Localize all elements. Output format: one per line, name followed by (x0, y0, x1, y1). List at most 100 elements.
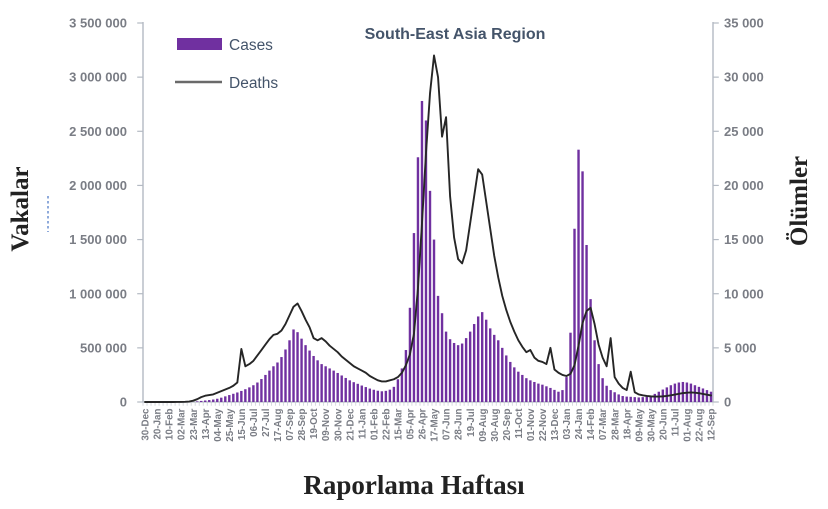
cases-bar (388, 389, 392, 402)
x-axis-tick-label: 27-Jul (261, 408, 272, 437)
cases-bar (332, 370, 335, 402)
cases-bar (456, 345, 460, 402)
x-axis-title: Raporlama Haftası (303, 470, 525, 500)
cases-bar (493, 334, 496, 402)
x-axis-tick-label: 03-Jan (562, 408, 573, 439)
left-axis-tick-label: 0 (120, 395, 127, 410)
cases-bar (352, 382, 355, 402)
cases-bar (617, 394, 620, 402)
cases-bar (288, 340, 291, 402)
cases-bar (236, 392, 239, 402)
cases-bar (228, 395, 231, 402)
x-axis-tick-label: 07-Jun (442, 408, 453, 440)
cases-bar (529, 380, 532, 402)
cases-bar (709, 391, 713, 402)
cases-bar (621, 396, 624, 402)
cases-legend-swatch (177, 38, 222, 50)
cases-bar (497, 340, 500, 402)
cases-bar (432, 239, 436, 402)
left-axis-tick-label: 2 000 000 (69, 178, 127, 193)
cases-bar (384, 390, 388, 402)
cases-bar (517, 371, 520, 402)
cases-bar (452, 342, 456, 402)
x-axis-tick-label: 30-Aug (490, 408, 501, 441)
cases-bar (304, 345, 307, 402)
x-axis-tick-label: 09-May (634, 408, 645, 442)
cases-bar (232, 393, 235, 402)
x-axis-tick-label: 22-Nov (538, 408, 549, 441)
cases-bar (605, 385, 608, 402)
cases-bar (601, 378, 604, 402)
cases-bar (609, 390, 612, 402)
cases-bar (597, 364, 600, 402)
cases-bar (553, 389, 556, 402)
cases-bar (328, 368, 331, 402)
cases-bar (645, 396, 648, 402)
x-axis-tick-label: 20-Jun (658, 408, 669, 440)
cases-bar (545, 386, 548, 402)
right-axis-tick-label: 0 (724, 395, 731, 410)
cases-bars (195, 100, 713, 403)
cases-bar (533, 381, 536, 402)
cases-bar (440, 313, 444, 402)
cases-bar (537, 383, 540, 402)
x-axis-tick-label: 28-Sep (297, 408, 308, 440)
right-axis-ticks: 0 5 000 10 000 15 000 20 000 25 000 30 000 35 0… (713, 16, 764, 410)
cases-bar (412, 233, 416, 402)
cases-bar (653, 393, 656, 402)
cases-bar (244, 389, 247, 402)
cases-bar (436, 295, 440, 402)
cases-bar (448, 339, 452, 402)
cases-bar (472, 324, 476, 402)
cases-bar (312, 355, 315, 402)
x-axis-tick-label: 19-Oct (309, 408, 320, 439)
cases-bar (204, 400, 207, 402)
cases-bar (549, 387, 552, 402)
x-axis-tick-label: 09-Aug (478, 408, 489, 441)
x-axis-tick-label: 14-Feb (586, 408, 597, 440)
x-axis-tick-label: 17-May (430, 408, 441, 442)
cases-bar (380, 391, 384, 402)
x-axis-tick-label: 10-Feb (165, 408, 176, 440)
cases-bar (476, 316, 480, 402)
right-axis-tick-label: 20 000 (724, 178, 764, 193)
x-axis-tick-label: 11-Oct (514, 408, 525, 439)
cases-bar (216, 398, 219, 402)
cases-bar (593, 340, 596, 402)
cases-bar (525, 378, 528, 402)
x-axis-tick-label: 18-Apr (622, 408, 633, 439)
x-axis-tick-label: 07-Mar (598, 408, 609, 440)
x-axis-tick-label: 06-Jul (249, 408, 260, 437)
cases-bar (505, 355, 508, 402)
x-axis-tick-label: 05-Apr (406, 408, 417, 439)
x-axis-tick-label: 22-Feb (381, 408, 392, 440)
cases-bar (344, 377, 347, 402)
cases-bar (629, 396, 632, 402)
cases-bar (565, 377, 568, 402)
x-axis-tick-label: 30-Dec (141, 408, 152, 441)
cases-bar (697, 386, 701, 402)
right-axis-tick-label: 35 000 (724, 16, 764, 31)
x-axis-tick-label: 13-Dec (550, 408, 561, 441)
cases-bar (444, 331, 448, 402)
cases-bar (264, 374, 267, 402)
left-axis-ticks: 0 500 000 1 000 000 1 500 000 2 000 000 2 500… (69, 16, 143, 410)
cases-bar (284, 349, 287, 402)
cases-bar (464, 338, 468, 402)
cases-bar (480, 312, 484, 402)
x-axis-tick-label: 24-Jan (574, 408, 585, 439)
x-axis-tick-label: 01-Nov (526, 408, 537, 441)
x-axis-tick-label: 19-Jul (466, 408, 477, 437)
cases-bar (641, 397, 644, 402)
x-axis-tick-label: 28-Jun (454, 408, 465, 440)
cases-bar (208, 400, 211, 402)
cases-bar (372, 389, 376, 402)
cases-bar (573, 228, 576, 402)
x-axis-tick-label: 01-Feb (369, 408, 380, 440)
cases-bar (340, 375, 343, 402)
cases-bar (701, 388, 705, 402)
cases-bar (252, 385, 255, 402)
cases-bar (268, 370, 271, 402)
cases-bar (404, 350, 408, 402)
right-axis-tick-label: 5 000 (724, 340, 757, 355)
